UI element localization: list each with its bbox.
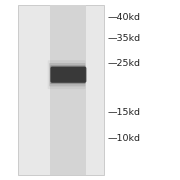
FancyBboxPatch shape <box>48 60 86 89</box>
FancyBboxPatch shape <box>50 67 86 83</box>
Text: —35kd: —35kd <box>108 34 141 43</box>
Text: —10kd: —10kd <box>108 134 141 143</box>
Text: —15kd: —15kd <box>108 108 141 117</box>
Text: —40kd: —40kd <box>108 13 141 22</box>
Text: —25kd: —25kd <box>108 59 141 68</box>
Bar <box>50 5 86 175</box>
FancyBboxPatch shape <box>50 65 86 84</box>
FancyBboxPatch shape <box>49 63 86 86</box>
Bar <box>18 5 104 175</box>
